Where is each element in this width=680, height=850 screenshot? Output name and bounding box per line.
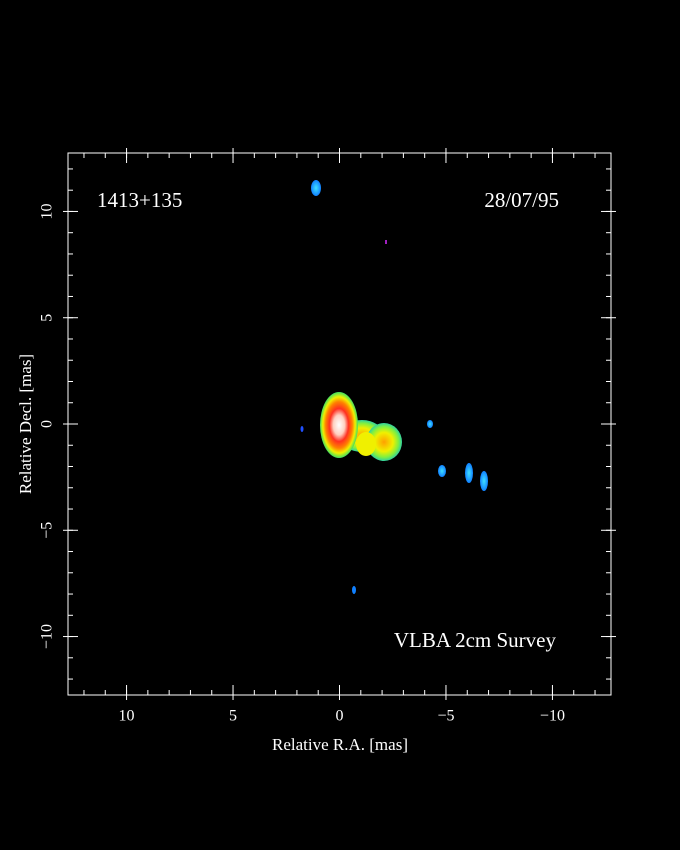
y-tick-label: 0 xyxy=(39,420,56,428)
x-tick-label: −10 xyxy=(540,708,565,725)
y-tick-label: −10 xyxy=(39,624,56,649)
y-tick-label: 10 xyxy=(39,203,56,219)
x-tick-label: 10 xyxy=(119,708,135,725)
survey-label: VLBA 2cm Survey xyxy=(394,628,557,652)
image-emission xyxy=(300,180,488,594)
y-tick-label: −5 xyxy=(39,522,56,539)
x-tick-label: −5 xyxy=(437,708,454,725)
source-label: 1413+135 xyxy=(97,188,182,212)
x-axis-label: Relative R.A. [mas] xyxy=(272,735,408,754)
x-tick-label: 0 xyxy=(336,708,344,725)
y-axis-label: Relative Decl. [mas] xyxy=(16,354,35,494)
date-label: 28/07/95 xyxy=(484,188,559,212)
x-tick-label: 5 xyxy=(229,708,237,725)
y-tick-label: 5 xyxy=(39,314,56,322)
